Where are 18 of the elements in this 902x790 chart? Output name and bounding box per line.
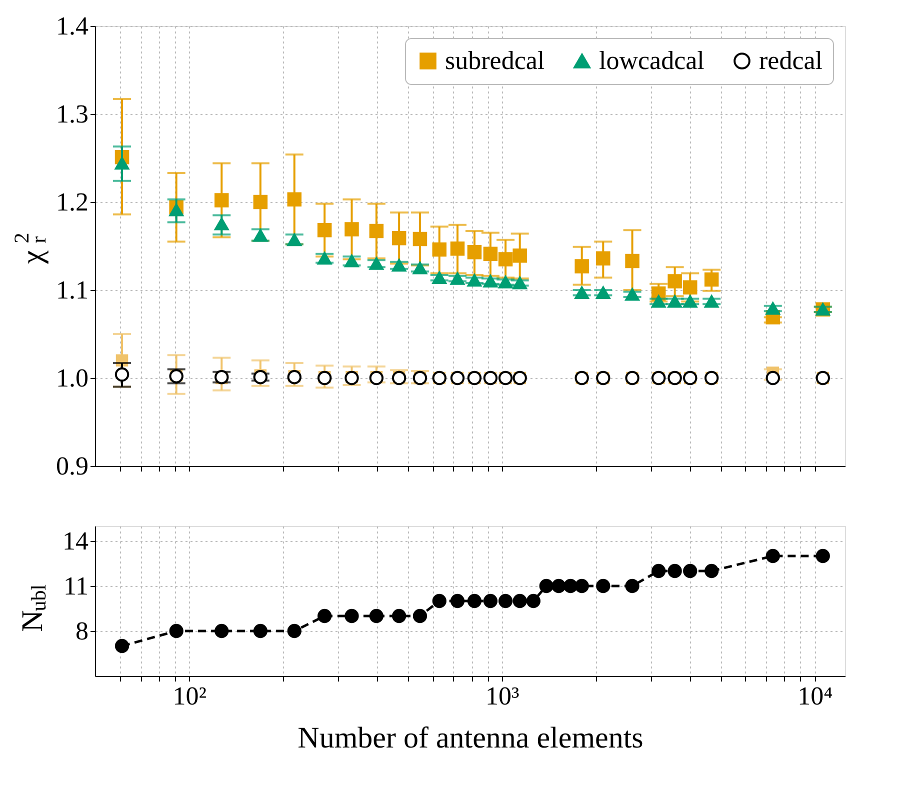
x-tick-label: 10³ xyxy=(486,682,520,710)
x-tick-label: 10² xyxy=(172,682,207,710)
y-tick-label: 1.2 xyxy=(56,188,88,216)
legend-label: lowcadcal xyxy=(599,46,704,75)
y-tick-label: 1.3 xyxy=(56,100,88,128)
y-tick-label: 11 xyxy=(63,572,88,600)
y-tick-label: 1.4 xyxy=(56,12,88,40)
y-tick-label: 1.1 xyxy=(56,276,88,304)
y-tick-label: 8 xyxy=(76,616,88,646)
legend-label: subredcal xyxy=(445,46,545,75)
y-tick-label: 0.9 xyxy=(56,452,88,480)
x-tick-label: 10⁴ xyxy=(798,682,833,710)
y-tick-label: 1.0 xyxy=(56,364,88,392)
y-tick-label: 14 xyxy=(62,526,88,556)
y-axis-title: Nubl xyxy=(16,584,51,632)
x-axis-title: Number of antenna elements xyxy=(298,722,644,754)
legend-label: redcal xyxy=(759,46,823,75)
y-axis-title: χ2r xyxy=(10,232,51,265)
